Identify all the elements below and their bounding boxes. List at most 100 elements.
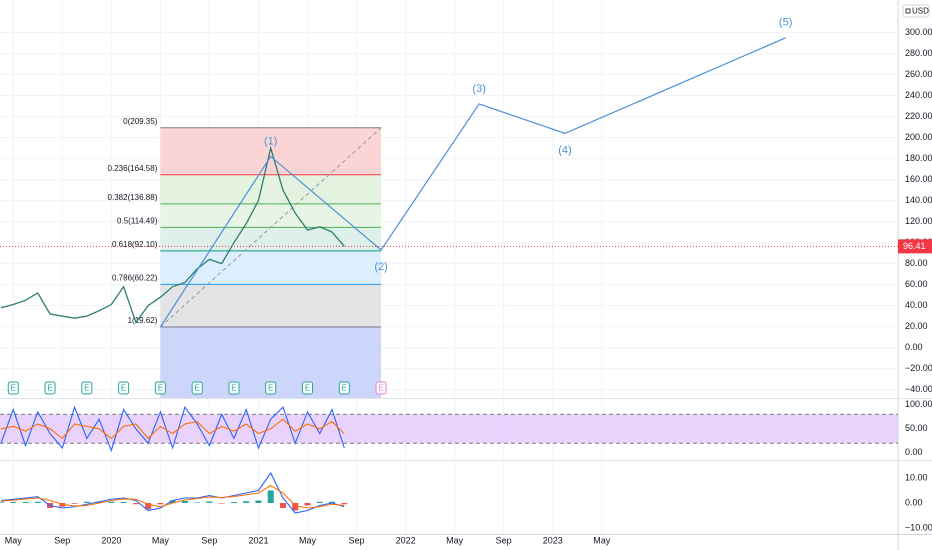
series-line bbox=[0, 471, 345, 514]
y-tick-label: 0.00 bbox=[905, 342, 923, 352]
histogram-bar bbox=[255, 500, 262, 503]
y-tick-label: 0.00 bbox=[905, 447, 923, 457]
earnings-marker bbox=[265, 381, 277, 395]
band bbox=[0, 414, 898, 444]
y-tick-label: 260.00 bbox=[905, 69, 932, 79]
earnings-marker bbox=[118, 381, 130, 395]
x-tick-label: May bbox=[152, 535, 170, 545]
earnings-label: E bbox=[231, 384, 236, 393]
y-tick-label: 180.00 bbox=[905, 153, 932, 163]
y-tick-label: 200.00 bbox=[905, 132, 932, 142]
wave-label: (4) bbox=[558, 144, 571, 156]
histogram-bar bbox=[279, 503, 286, 508]
histogram-bar bbox=[267, 490, 274, 503]
y-tick-label: −40.00 bbox=[905, 384, 932, 394]
earnings-marker bbox=[302, 381, 314, 395]
y-tick-label: 140.00 bbox=[905, 195, 932, 205]
x-tick-label: Sep bbox=[201, 535, 217, 545]
y-tick-label: 120.00 bbox=[905, 216, 932, 226]
earnings-label: E bbox=[11, 384, 16, 393]
histogram-bar bbox=[292, 503, 299, 511]
fib-zone bbox=[160, 250, 382, 285]
y-tick-label: 50.00 bbox=[905, 423, 928, 433]
x-tick-label: 2022 bbox=[396, 535, 416, 545]
earnings-marker bbox=[191, 381, 203, 395]
last-price-label: 96.41 bbox=[903, 241, 926, 251]
histogram-bar bbox=[181, 501, 188, 503]
earnings-label: E bbox=[194, 384, 199, 393]
y-tick-label: 0.00 bbox=[905, 497, 923, 507]
y-tick-label: 100.00 bbox=[905, 399, 932, 409]
earnings-marker bbox=[338, 381, 350, 395]
x-tick-label: Sep bbox=[54, 535, 70, 545]
earnings-label: E bbox=[47, 384, 52, 393]
earnings-marker bbox=[375, 381, 387, 395]
histogram-bar bbox=[145, 503, 152, 510]
fib-zone bbox=[160, 284, 382, 327]
y-tick-label: 80.00 bbox=[905, 258, 928, 268]
histogram-bar bbox=[218, 503, 225, 504]
currency: USD bbox=[912, 7, 929, 16]
lock-icon bbox=[905, 8, 911, 14]
wave-line bbox=[159, 37, 786, 328]
earnings-label: E bbox=[84, 384, 89, 393]
histogram-bar bbox=[341, 503, 348, 505]
y-tick-label: 10.00 bbox=[905, 472, 928, 482]
fib-label: 0(209.35) bbox=[123, 117, 158, 126]
histogram-bar bbox=[0, 502, 4, 503]
y-tick-label: 20.00 bbox=[905, 321, 928, 331]
fib-label: 0.618(92.10) bbox=[112, 240, 158, 249]
y-tick-label: 280.00 bbox=[905, 48, 932, 58]
fib-label: 0.382(136.88) bbox=[108, 193, 158, 202]
series-line bbox=[0, 484, 345, 509]
fib-label: 1(19.62) bbox=[128, 316, 158, 325]
earnings-label: E bbox=[121, 384, 126, 393]
y-tick-label: 160.00 bbox=[905, 174, 932, 184]
histogram-bar bbox=[304, 503, 311, 506]
y-tick-label: −20.00 bbox=[905, 363, 932, 373]
histogram-bar bbox=[34, 501, 41, 503]
fib-zone bbox=[160, 174, 382, 204]
x-tick-label: Sep bbox=[496, 535, 512, 545]
histogram-bar bbox=[230, 502, 237, 503]
y-tick-label: 240.00 bbox=[905, 90, 932, 100]
x-tick-label: 2020 bbox=[101, 535, 121, 545]
histogram-bar bbox=[243, 501, 250, 503]
series-line bbox=[0, 405, 345, 453]
earnings-label: E bbox=[158, 384, 163, 393]
earnings-marker bbox=[81, 381, 93, 395]
fib-trend bbox=[160, 127, 382, 328]
last-price-box bbox=[898, 239, 932, 254]
wave-label: (1) bbox=[264, 135, 277, 147]
y-tick-label: 300.00 bbox=[905, 27, 932, 37]
fib-zone bbox=[160, 127, 382, 175]
currency-box bbox=[902, 4, 930, 18]
earnings-label: E bbox=[268, 384, 273, 393]
earnings-marker bbox=[154, 381, 166, 395]
histogram-bar bbox=[22, 502, 29, 503]
histogram-bar bbox=[157, 503, 164, 505]
x-tick-label: Sep bbox=[349, 535, 365, 545]
y-tick-label: 40.00 bbox=[905, 300, 928, 310]
fib-label: 0.236(164.58) bbox=[108, 164, 158, 173]
wave-label: (5) bbox=[779, 17, 792, 29]
y-tick-label: 60.00 bbox=[905, 279, 928, 289]
fib-label: 0.5(114.49) bbox=[117, 216, 158, 225]
histogram-bar bbox=[169, 500, 176, 503]
x-tick-label: May bbox=[446, 535, 464, 545]
earnings-marker bbox=[228, 381, 240, 395]
histogram-bar bbox=[59, 503, 66, 507]
histogram-bar bbox=[83, 501, 90, 503]
histogram-bar bbox=[329, 501, 336, 503]
fib-label: 0.786(60.22) bbox=[112, 273, 158, 282]
histogram-bar bbox=[108, 501, 115, 503]
fib-zone bbox=[160, 227, 382, 251]
y-tick-label: 220.00 bbox=[905, 111, 932, 121]
wave-label: (3) bbox=[472, 83, 485, 95]
histogram-bar bbox=[316, 501, 323, 503]
histogram-bar bbox=[206, 501, 213, 503]
earnings-marker bbox=[44, 381, 56, 395]
